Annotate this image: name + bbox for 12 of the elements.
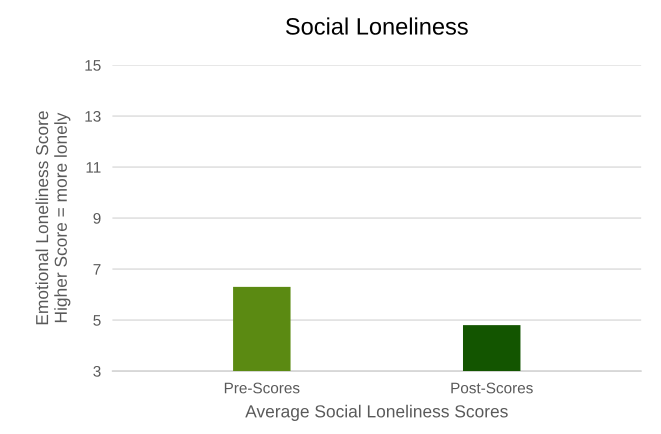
y-axis-title: Emotional Loneliness Score Higher Score = more lonely — [35, 111, 70, 324]
y-tick-label: 15 — [85, 60, 101, 71]
y-tick-label: 5 — [93, 315, 101, 326]
y-tick-label: 7 — [94, 264, 100, 275]
y-tick-label: 9 — [93, 212, 101, 224]
x-axis-title: Average Social Loneliness Scores — [245, 404, 508, 421]
chart-title: Social Loneliness — [286, 17, 468, 35]
y-tick-label: 11 — [86, 162, 101, 173]
x-tick-label: Post-Scores — [451, 382, 533, 394]
y-tick-label: 13 — [85, 110, 101, 122]
x-tick-label: Pre-Scores — [224, 382, 300, 394]
y-tick-label: 3 — [93, 366, 101, 377]
